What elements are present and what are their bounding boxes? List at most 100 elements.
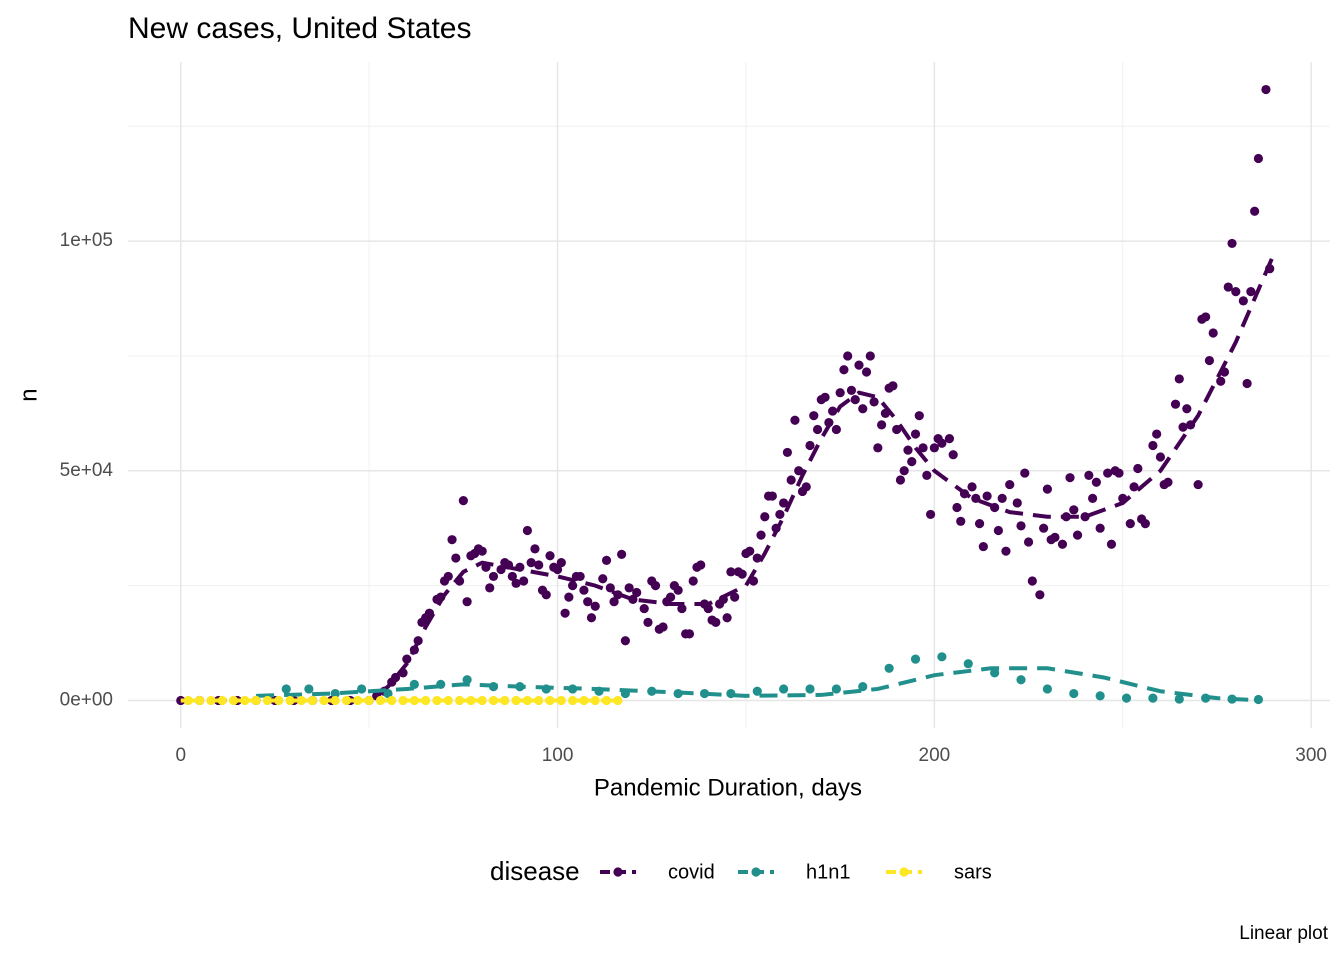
data-point — [794, 466, 804, 476]
data-point — [1084, 470, 1094, 480]
data-point — [869, 397, 879, 407]
data-point — [1246, 287, 1256, 297]
data-point — [658, 622, 668, 632]
data-point — [956, 516, 966, 526]
data-point — [530, 544, 540, 554]
legend-key-point — [899, 867, 909, 877]
data-point — [583, 597, 593, 607]
data-point — [828, 406, 838, 416]
data-point — [541, 590, 551, 600]
data-point — [609, 597, 619, 607]
y-axis-title: n — [15, 388, 42, 401]
data-point — [526, 558, 536, 568]
data-point — [914, 411, 924, 421]
data-point — [1088, 493, 1098, 503]
data-point — [304, 684, 314, 694]
data-point — [925, 509, 936, 520]
data-point — [643, 617, 653, 627]
data-point — [1065, 473, 1075, 483]
data-point — [341, 695, 352, 706]
data-point — [477, 546, 487, 556]
data-point — [477, 695, 487, 706]
data-point — [1069, 505, 1079, 515]
data-point — [568, 695, 578, 706]
legend-label: covid — [668, 861, 715, 883]
data-point — [756, 530, 766, 540]
data-point — [586, 613, 597, 623]
data-point — [598, 574, 608, 584]
data-point — [963, 659, 973, 669]
data-point — [1178, 422, 1188, 432]
data-point — [1204, 355, 1215, 366]
data-point — [1170, 399, 1181, 409]
data-point — [1242, 378, 1252, 389]
data-point — [447, 535, 457, 545]
data-point — [974, 519, 985, 529]
data-point — [910, 654, 921, 664]
data-point — [1080, 512, 1090, 522]
x-tick-label: 100 — [542, 745, 574, 766]
data-point — [703, 603, 713, 614]
data-point — [677, 603, 687, 614]
data-point — [801, 482, 811, 492]
data-point — [937, 438, 947, 448]
data-point — [511, 578, 521, 588]
data-point — [952, 502, 962, 513]
data-point — [1148, 440, 1158, 451]
data-point — [1208, 328, 1218, 338]
data-point — [944, 434, 955, 444]
data-point — [1148, 693, 1158, 703]
data-point — [1174, 374, 1184, 384]
data-point — [511, 695, 521, 706]
data-point — [1163, 477, 1173, 487]
data-point — [534, 560, 544, 570]
data-point — [1261, 84, 1271, 95]
legend-key-point — [613, 867, 623, 877]
data-point — [858, 404, 868, 414]
data-point — [831, 684, 841, 694]
data-point — [782, 447, 793, 458]
data-point — [982, 491, 992, 501]
data-point — [545, 551, 555, 561]
data-point — [745, 546, 755, 556]
data-point — [895, 475, 906, 485]
data-point — [522, 525, 533, 536]
data-point — [485, 583, 495, 593]
data-point — [1005, 479, 1015, 490]
data-point — [775, 509, 785, 520]
data-point — [650, 581, 661, 591]
data-point — [590, 695, 600, 706]
data-point — [308, 695, 318, 706]
y-tick-label: 5e+04 — [60, 460, 114, 481]
data-point — [443, 571, 453, 582]
data-point — [620, 636, 630, 646]
x-axis-title: Pandemic Duration, days — [594, 774, 862, 801]
data-point — [873, 443, 883, 453]
data-point — [1050, 532, 1060, 542]
plot-panel — [176, 84, 1276, 706]
data-point — [1152, 429, 1162, 439]
data-point — [552, 564, 563, 575]
data-point — [903, 445, 913, 455]
data-point — [398, 695, 408, 706]
data-point — [918, 443, 928, 453]
data-point — [1182, 404, 1192, 414]
data-point — [402, 654, 412, 664]
data-point — [601, 555, 612, 565]
data-point — [997, 493, 1007, 503]
data-point — [665, 592, 676, 602]
data-point — [835, 388, 845, 398]
data-point — [1250, 206, 1260, 216]
data-point — [993, 525, 1004, 536]
data-point — [910, 429, 921, 439]
data-point — [617, 549, 627, 559]
data-point — [726, 567, 736, 577]
data-point — [888, 381, 898, 391]
data-point — [907, 457, 917, 467]
x-tick-label: 0 — [175, 745, 186, 766]
data-point — [632, 587, 642, 598]
data-point — [1035, 590, 1045, 600]
data-point — [1042, 484, 1052, 494]
x-tick-label: 200 — [919, 745, 951, 766]
data-point — [454, 695, 465, 706]
